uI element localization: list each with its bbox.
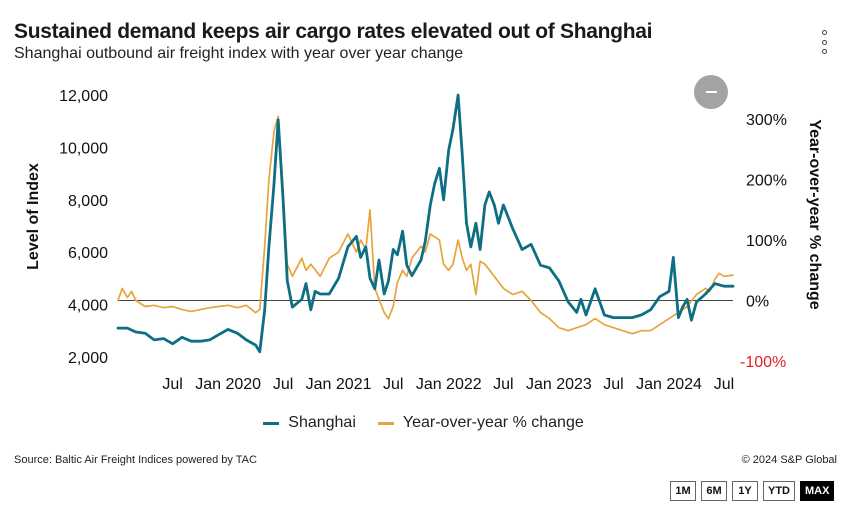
x-tick-label: Jul [493,376,513,393]
x-tick-label: Jan 2020 [195,376,261,393]
x-tick-label: Jan 2022 [416,376,482,393]
range-button-max[interactable]: MAX [800,481,835,501]
y-left-axis-title: Level of Index [25,163,42,270]
legend-item-yoy[interactable]: Year-over-year % change [377,414,584,432]
legend-label-yoy: Year-over-year % change [402,414,584,431]
y-right-tick-label: 200% [746,173,787,190]
x-tick-label: Jan 2021 [306,376,372,393]
y-right-axis-title: Year-over-year % change [806,119,823,309]
legend-swatch-shanghai [263,421,280,425]
chart-subtitle: Shanghai outbound air freight index with… [14,45,464,62]
y-left-tick-label: 12,000 [59,88,108,105]
series-line-shanghai [116,93,735,354]
range-button-ytd[interactable]: YTD [763,481,795,501]
x-tick-label: Jul [714,376,734,393]
y-left-tick-label: 8,000 [68,193,108,210]
x-tick-label: Jan 2023 [526,376,592,393]
x-tick-label: Jul [162,376,182,393]
chart-title: Sustained demand keeps air cargo rates e… [14,20,653,43]
source-note: Source: Baltic Air Freight Indices power… [14,454,257,466]
copyright-note: © 2024 S&P Global [741,454,837,466]
y-left-tick-label: 4,000 [68,298,108,315]
chart-area: 2,000 4,000 6,000 8,000 10,000 12,000 -100% 0% 1… [25,88,823,393]
range-selector: 1M 6M 1Y YTD MAX [670,481,835,501]
y-right-tick-label: -100% [740,354,786,371]
zoom-out-icon[interactable] [694,75,728,109]
legend-item-shanghai[interactable]: Shanghai [263,414,356,432]
y-left-tick-label: 2,000 [68,350,108,367]
more-vertical-icon[interactable] [814,28,834,56]
legend-swatch-yoy [377,421,394,425]
y-left-tick-label: 10,000 [59,140,108,157]
range-button-1m[interactable]: 1M [670,481,696,501]
x-tick-label: Jul [273,376,293,393]
y-right-tick-label: 300% [746,112,787,129]
x-tick-label: Jan 2024 [636,376,702,393]
x-tick-label: Jul [383,376,403,393]
y-right-tick-label: 100% [746,233,787,250]
series-line-yoy [117,115,734,335]
legend-label-shanghai: Shanghai [288,414,356,431]
chart-legend: Shanghai Year-over-year % change [0,414,847,432]
x-tick-label: Jul [603,376,623,393]
y-right-tick-label: 0% [746,293,769,310]
y-left-tick-label: 6,000 [68,245,108,262]
range-button-6m[interactable]: 6M [701,481,727,501]
range-button-1y[interactable]: 1Y [732,481,758,501]
